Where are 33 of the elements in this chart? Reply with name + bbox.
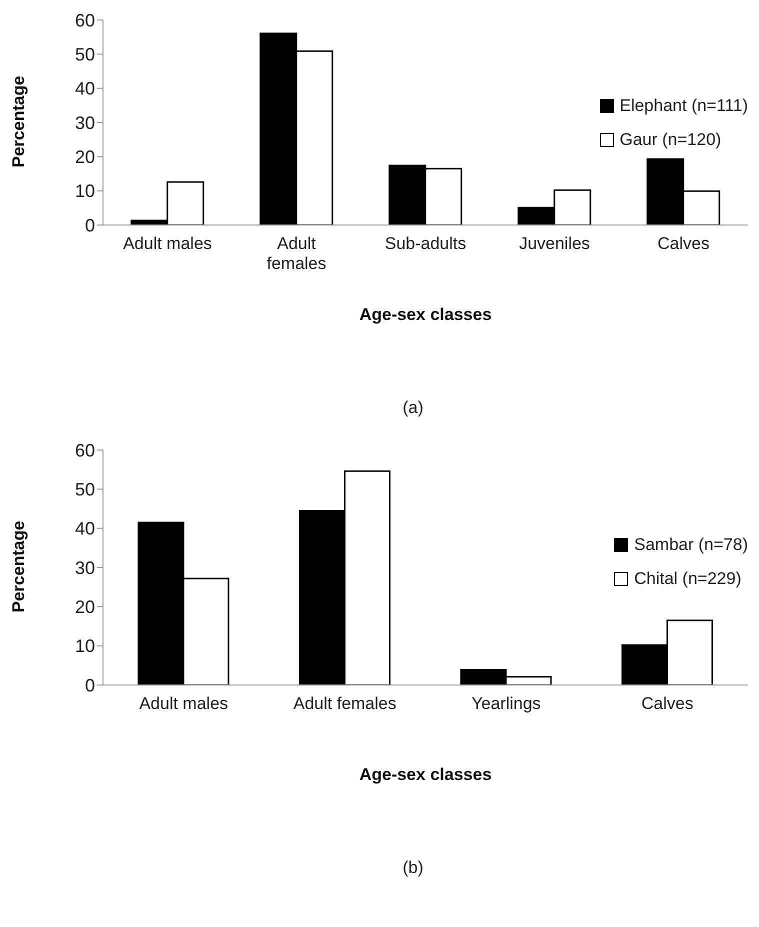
legend-label: Sambar (n=78) (633, 534, 748, 555)
x-tick-label: Adult females (293, 694, 396, 713)
y-axis-title: Percentage (9, 76, 28, 168)
y-tick-label: 30 (74, 112, 95, 133)
x-tick-label: Adult males (123, 234, 212, 253)
y-tick-label: 40 (74, 78, 95, 99)
legend-label: Gaur (n=120) (618, 130, 722, 150)
x-axis-title: Age-sex classes (359, 765, 492, 784)
y-tick-label: 40 (74, 518, 95, 539)
y-tick-label: 20 (74, 597, 95, 618)
text: (a) (402, 398, 424, 418)
y-tick-label: 10 (74, 636, 95, 656)
x-tick-label: Adult females (266, 234, 326, 273)
y-tick-label: 0 (84, 215, 95, 236)
x-tick-label: Yearlings (471, 694, 541, 713)
legend-label: Elephant (n=111) (618, 96, 748, 116)
x-axis-title: Age-sex classes (359, 305, 492, 324)
y-tick-label: 0 (84, 675, 95, 696)
y-tick-label: 50 (74, 44, 95, 65)
y-tick-label: 60 (74, 10, 95, 30)
y-tick-label: 30 (74, 558, 95, 578)
y-tick-label: 60 (74, 440, 95, 460)
legend-label: Chital (n=229) (633, 568, 742, 589)
text: (b) (402, 858, 424, 878)
x-tick-label: Calves (641, 694, 694, 713)
x-tick-label: Juveniles (519, 234, 590, 253)
y-tick-label: 10 (74, 181, 95, 202)
x-tick-label: Calves (658, 234, 710, 253)
y-tick-label: 50 (74, 480, 95, 500)
x-tick-label: Adult males (139, 694, 228, 713)
y-axis-title: Percentage (9, 520, 28, 612)
x-tick-label: Sub-adults (384, 234, 466, 253)
y-tick-label: 20 (74, 147, 95, 168)
